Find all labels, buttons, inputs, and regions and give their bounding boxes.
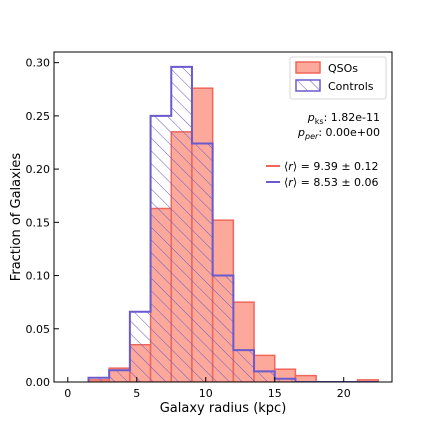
control-outline <box>87 65 379 382</box>
x-tick-label: 20 <box>337 387 351 400</box>
ks-pvalue-annotation: pks: 1.82e-11 <box>307 111 380 126</box>
control-bar <box>212 275 234 382</box>
legend-swatch-qsos <box>295 61 321 74</box>
control-bar <box>150 115 172 382</box>
y-axis-title: Fraction of Galaxies <box>9 153 24 282</box>
x-tick-label: 5 <box>133 387 140 400</box>
legend-swatch-controls <box>295 79 321 92</box>
controls-series <box>87 65 379 382</box>
legend-label-qsos: QSOs <box>328 62 358 75</box>
control-bar <box>88 377 110 382</box>
control-bar <box>274 378 296 382</box>
control-bar <box>109 370 130 382</box>
control-bar <box>254 371 275 382</box>
y-axis-ticks: 0.00 0.05 0.10 0.15 0.20 0.25 0.30 <box>26 57 59 389</box>
control-bar <box>233 350 255 382</box>
per-pvalue-annotation: pper: 0.00e+00 <box>297 126 380 141</box>
x-axis-ticks: 0 5 10 15 20 <box>64 377 351 400</box>
y-tick-label: 0.20 <box>26 163 51 176</box>
x-tick-label: 10 <box>199 387 213 400</box>
y-tick-label: 0.15 <box>26 216 51 229</box>
x-axis-title: Galaxy radius (kpc) <box>160 401 287 416</box>
y-tick-label: 0.10 <box>26 270 51 283</box>
control-bar <box>171 66 192 382</box>
control-bar <box>191 143 213 382</box>
control-mean-annotation: ⟨r⟩ = 8.53 ± 0.06 <box>284 176 379 189</box>
plot-frame <box>53 51 393 383</box>
x-tick-label: 0 <box>64 387 71 400</box>
legend-label-controls: Controls <box>328 80 374 93</box>
control-bar <box>129 311 151 382</box>
x-tick-label: 15 <box>268 387 282 400</box>
legend: QSOs Controls <box>289 56 387 100</box>
y-tick-label: 0.25 <box>26 110 51 123</box>
y-tick-label: 0.30 <box>26 57 51 70</box>
qso-mean-annotation: ⟨r⟩ = 9.39 ± 0.12 <box>284 160 379 173</box>
y-tick-label: 0.05 <box>26 323 51 336</box>
y-tick-label: 0.00 <box>26 376 51 389</box>
qso-bar <box>356 379 379 382</box>
